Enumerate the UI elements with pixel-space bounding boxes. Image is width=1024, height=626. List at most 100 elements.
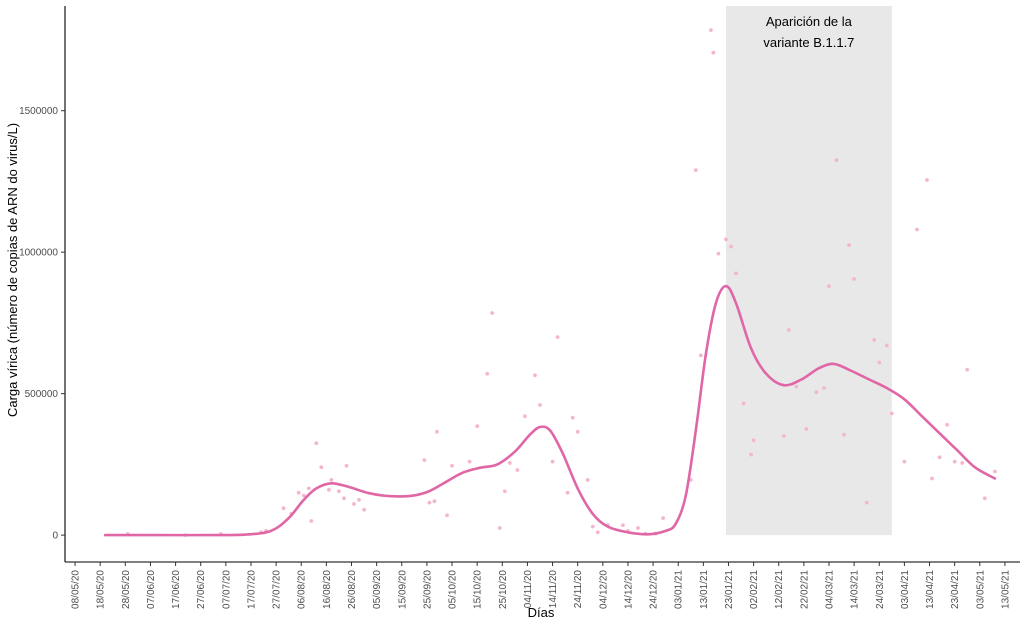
y-tick-label: 1000000 [19,248,58,259]
data-point [822,386,826,390]
data-point [925,178,929,182]
x-tick-label: 06/08/20 [297,570,308,609]
data-point [327,487,331,492]
x-tick-label: 27/07/20 [272,570,283,609]
data-point [794,384,799,389]
x-tick-label: 18/05/20 [96,570,107,609]
data-point [952,459,957,464]
x-ticks: 08/05/20 18/05/20 28/05/20 07/06/20 17/06/20… [71,562,1011,609]
x-tick-label: 17/06/20 [171,570,182,609]
x-tick-label: 12/02/21 [774,570,785,609]
x-tick-label: 22/02/21 [799,570,810,609]
data-point [595,530,600,535]
data-point [306,486,311,491]
data-point [467,459,472,464]
x-tick-label: 05/09/20 [372,570,383,609]
x-tick-label: 23/01/21 [724,570,735,609]
data-point [590,524,595,529]
data-point [852,277,856,281]
x-tick-label: 08/05/20 [71,570,82,609]
smooth-trend-line [103,284,997,537]
data-point [329,478,334,482]
x-tick-label: 04/03/21 [825,570,836,609]
variant-highlight-band [725,6,892,536]
data-point [636,526,640,530]
data-point [475,424,480,429]
data-point [698,353,703,358]
x-tick-label: 13/04/21 [925,570,936,609]
x-tick-label: 04/11/20 [523,570,534,609]
x-tick-label: 07/06/20 [146,570,157,609]
data-point [502,489,507,494]
y-axis-title: Carga vírica (número de copias de ARN do… [5,123,20,417]
x-axis-title: Días [528,605,555,620]
x-tick-label: 13/01/21 [699,570,710,609]
x-tick-label: 14/03/21 [850,570,861,609]
x-tick-label: 23/04/21 [950,570,961,609]
data-point [937,455,942,460]
x-tick-label: 03/05/21 [975,570,986,609]
data-point [847,243,851,248]
x-tick-label: 03/04/21 [900,570,911,609]
x-tick-label: 28/05/20 [121,570,132,609]
data-point [515,468,520,472]
data-point [550,459,555,464]
data-point [724,237,728,242]
data-point [296,490,301,495]
data-point [945,422,949,427]
data-point [362,507,366,512]
data-point [889,411,894,416]
data-point [445,513,449,518]
data-point [533,373,537,378]
data-point [834,158,839,163]
data-point [993,469,997,474]
data-point [872,338,877,342]
annotation-text-line: variante B.1.1.7 [763,35,854,50]
data-point [585,478,590,482]
data-point [301,493,306,498]
data-point [734,271,738,276]
x-tick-label: 24/03/21 [875,570,886,609]
data-point [485,371,490,376]
data-point [422,458,427,462]
data-point [621,523,625,528]
data-point [842,432,846,437]
smooth-line-layer [103,284,997,537]
data-point [555,335,560,339]
data-point [309,519,314,523]
data-point [814,390,819,395]
data-point [523,414,527,419]
data-point [357,497,361,502]
data-point [804,427,809,431]
data-point [281,506,286,511]
x-tick-label: 26/08/20 [347,570,358,609]
x-tick-label: 03/01/21 [674,570,685,609]
x-tick-label: 05/10/20 [448,570,459,609]
x-tick-label: 07/07/20 [221,570,232,609]
data-point [435,429,439,434]
data-point [902,459,907,464]
data-point [538,403,542,407]
data-point [507,461,512,465]
x-tick-label: 17/07/20 [247,570,258,609]
data-point [432,499,437,504]
data-point [741,401,746,406]
data-point [982,496,987,501]
x-tick-label: 14/12/20 [623,570,634,609]
x-tick-label: 15/10/20 [473,570,484,609]
annotation-layer: Aparición de la variante B.1.1.7 [725,6,892,536]
data-point [781,434,786,438]
data-point [570,415,575,420]
data-point [827,284,831,288]
y-tick-label: 0 [52,531,58,542]
data-point [965,367,970,372]
data-point [344,463,349,468]
data-point [497,526,502,530]
data-point [661,516,665,520]
data-point [884,343,889,348]
x-tick-label: 24/11/20 [573,570,584,609]
data-point [319,465,324,470]
x-tick-label: 16/08/20 [322,570,333,609]
x-tick-label: 25/10/20 [498,570,509,609]
